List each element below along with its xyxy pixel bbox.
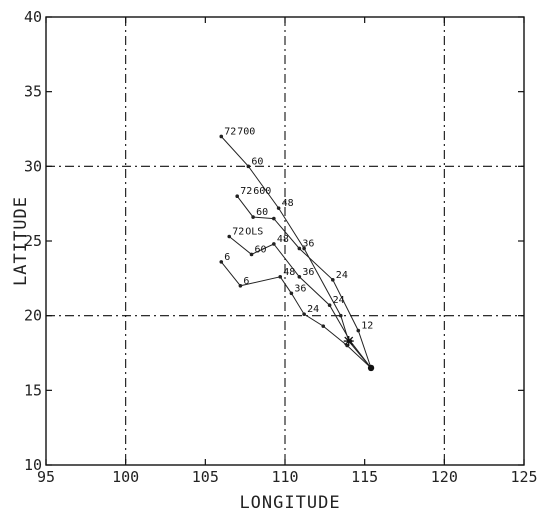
track-point [278,275,283,279]
x-tick-labels: 95 100 105 110 115 120 125 [37,468,538,486]
track-point [238,284,243,288]
x-tick-label: 95 [37,468,55,486]
track-point [302,246,306,251]
y-tick-label: 10 [24,456,42,474]
track-line-1 [220,136,372,369]
track-point [251,215,255,219]
track-point [302,312,306,316]
track-point-label: 72 [232,227,244,238]
x-tick-label: 115 [351,468,378,486]
track-line-4 [220,261,372,369]
track-point-label: 36 [302,267,314,278]
track-point-label: 24 [307,304,319,315]
track-point-label: 72 [240,186,252,197]
x-axis-title: LONGITUDE [239,493,340,513]
track-point-label: 6 [224,252,230,263]
track-point [235,194,239,198]
origin-marker [367,364,375,372]
track-point-label: 6 [243,276,249,287]
x-tick-label: 125 [510,468,537,486]
track-series-name: 700 [237,126,255,137]
track-point [219,260,224,264]
track-series [219,134,375,372]
track-point-label: 60 [251,156,263,167]
track-point [356,328,361,333]
y-tick-label: 35 [24,83,42,101]
track-point [338,313,343,318]
x-tick-label: 110 [271,468,298,486]
track-point [289,291,294,296]
y-tick-label: 15 [24,381,42,399]
track-point [297,246,302,251]
x-tick-label: 100 [112,468,139,486]
track-point [246,164,251,169]
y-tick-labels: 10 15 20 25 30 35 40 [24,8,42,474]
track-point-label: 24 [333,295,345,306]
y-axis-title: LATITUDE [11,196,31,286]
track-series-name: OLS [245,227,263,238]
junction-star-marker [343,336,354,347]
y-tick-label: 40 [24,8,42,26]
track-point [345,343,349,348]
track-point [272,242,276,246]
y-tick-label: 30 [24,157,42,175]
track-point [249,252,254,257]
track-point [227,234,232,239]
track-series-name: 600 [253,186,271,197]
track-point-label: 48 [282,198,294,209]
y-tick-label: 20 [24,307,42,325]
track-point-label: 12 [361,321,373,332]
track-point-label: 60 [255,244,267,255]
track-point [327,303,332,308]
track-point-label: 36 [302,238,314,249]
x-tick-label: 105 [192,468,219,486]
track-point [321,324,326,328]
track-point-label: 72 [224,126,236,137]
track-point-label: 24 [336,270,348,281]
track-point [331,278,335,282]
x-tick-label: 120 [431,468,458,486]
track-point-label: 48 [277,234,289,245]
y-tick-label: 25 [24,232,42,250]
track-point-label: 48 [283,267,295,278]
track-point [219,134,224,139]
track-point [272,216,276,221]
track-point-label: 60 [256,207,268,218]
grid-lines [45,16,525,466]
track-point [297,275,302,279]
track-point [276,206,281,210]
track-point-label: 36 [294,283,306,294]
